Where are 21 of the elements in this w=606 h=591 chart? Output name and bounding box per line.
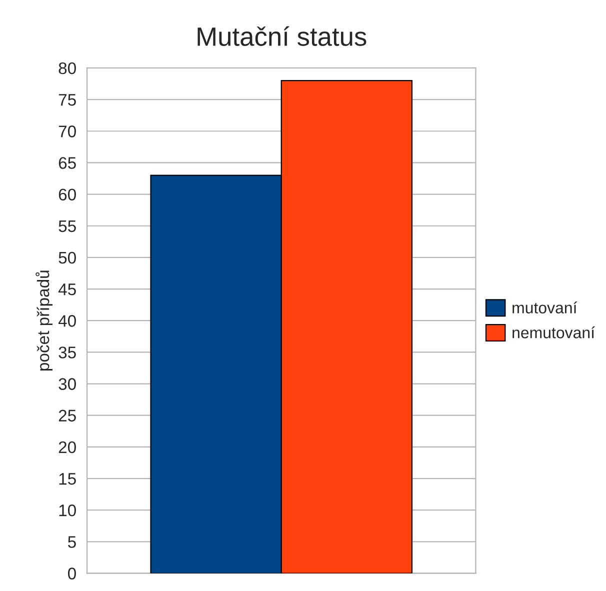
legend-label: mutovaní bbox=[512, 302, 578, 314]
y-tick-label: 5 bbox=[68, 536, 76, 548]
y-tick-label: 55 bbox=[58, 220, 76, 232]
y-tick-label: 60 bbox=[58, 188, 76, 200]
y-tick-label: 35 bbox=[58, 346, 76, 358]
legend-label: nemutovaní bbox=[512, 326, 595, 338]
y-tick-label: 65 bbox=[58, 157, 76, 169]
y-tick-label: 20 bbox=[58, 441, 76, 454]
y-tick-label: 30 bbox=[58, 378, 76, 390]
y-tick-label: 15 bbox=[59, 473, 76, 485]
chart-title: Mutační status bbox=[198, 26, 366, 46]
y-tick-label: 40 bbox=[58, 315, 76, 327]
y-tick-label: 70 bbox=[58, 126, 76, 138]
y-tick-label: 10 bbox=[59, 504, 76, 516]
y-tick-label: 75 bbox=[58, 94, 76, 106]
y-tick-label: 80 bbox=[58, 62, 76, 74]
y-tick-label: 25 bbox=[58, 410, 76, 422]
y-tick-label: 45 bbox=[58, 284, 76, 296]
y-axis-title: počet případů bbox=[36, 270, 53, 370]
y-tick-label: 0 bbox=[68, 568, 76, 580]
y-tick-label: 50 bbox=[58, 252, 76, 264]
